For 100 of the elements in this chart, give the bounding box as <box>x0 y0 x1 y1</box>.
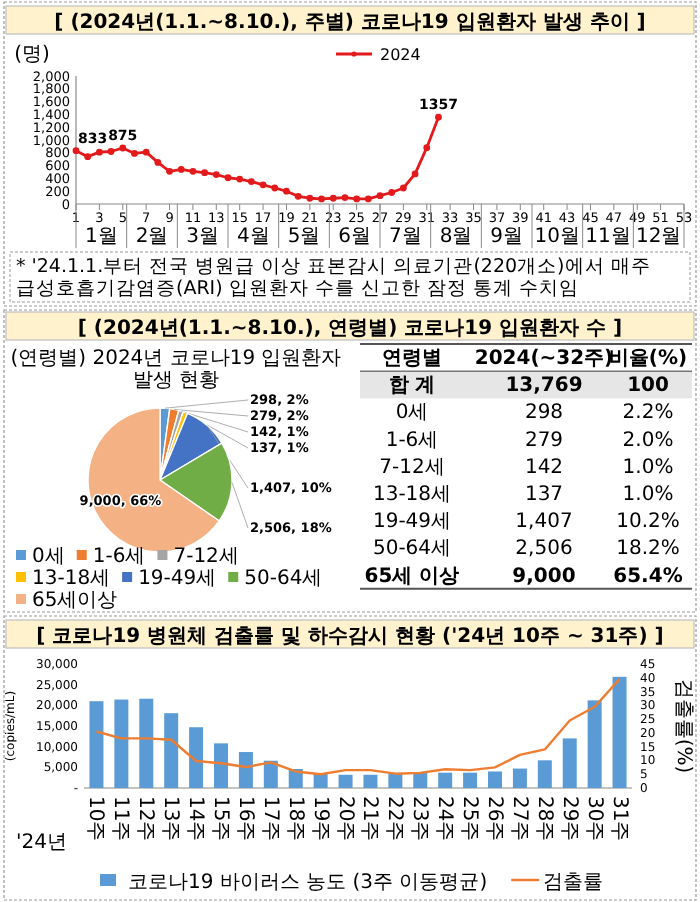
point <box>236 175 244 183</box>
x-tick-label: 28주 <box>532 796 555 842</box>
text: 2월 <box>135 226 169 248</box>
x-tick-label: 30주 <box>582 796 605 842</box>
point <box>224 174 232 182</box>
data-label: 279 <box>524 429 564 452</box>
point <box>353 195 361 203</box>
legend-label: 0세 <box>32 546 65 568</box>
x-tick-label: 11주 <box>109 796 132 842</box>
bar <box>189 727 204 788</box>
y-axis-title: (명) <box>14 44 50 66</box>
legend-label: 검출률 <box>543 872 604 894</box>
bar <box>114 699 129 788</box>
text: 4월 <box>236 226 270 248</box>
point <box>283 187 290 195</box>
data-label: 2,506 <box>515 538 573 561</box>
text: '24년 <box>16 832 67 854</box>
data-label: 65.4% <box>613 565 683 588</box>
point <box>84 153 92 161</box>
text: 9월 <box>490 226 524 248</box>
x-tick-label: 20주 <box>333 796 356 842</box>
point <box>95 148 103 156</box>
point <box>259 181 267 189</box>
data-label: 100 <box>627 375 669 398</box>
point <box>72 147 80 155</box>
legend-label: 코로나19 바이러스 농도 (3주 이동평균) <box>128 872 488 894</box>
category-label: 7-12세 <box>379 456 445 479</box>
chart-title: [ (2024년(1.1.~8.10.), 연령별) 코로나19 입원환자 수 ] <box>77 318 623 340</box>
bar <box>587 700 602 788</box>
legend-label: 13-18세 <box>32 568 111 590</box>
x-tick-label: 27주 <box>507 796 530 842</box>
bar <box>488 771 502 788</box>
bar <box>363 774 378 788</box>
legend-label: 2024 <box>380 46 421 64</box>
bar <box>263 760 278 788</box>
text: 1월 <box>84 226 118 248</box>
bar <box>338 774 353 788</box>
category-label: 0세 <box>395 402 429 425</box>
data-label: 18.2% <box>616 538 680 561</box>
point <box>411 170 419 178</box>
category-label: 50-64세 <box>372 538 452 561</box>
point <box>318 195 325 203</box>
category-label: 1-6세 <box>385 429 439 452</box>
x-tick-label: 24주 <box>433 796 456 842</box>
text: 10월 <box>534 226 581 248</box>
bar <box>238 752 253 788</box>
point <box>247 178 255 185</box>
bar <box>164 713 179 788</box>
legend-label: 19-49세 <box>138 568 217 590</box>
bar <box>512 768 527 788</box>
point <box>166 167 173 175</box>
point <box>201 169 209 177</box>
x-tick-label: 22주 <box>383 796 406 842</box>
x-tick-label: 13주 <box>159 796 182 842</box>
chart-title: [ 코로나19 병원체 검출률 및 하수감시 현황 ('24년 10주 ~ 31주) ] <box>36 626 664 648</box>
bar <box>388 773 403 788</box>
data-label: 10.2% <box>616 511 680 534</box>
text: 8월 <box>439 226 473 248</box>
legend-label: 1-6세 <box>92 546 146 568</box>
x-tick-label: 12주 <box>134 796 157 842</box>
point <box>107 148 115 155</box>
data-label: 13,769 <box>505 375 583 398</box>
data-label: 9,000 <box>512 565 576 588</box>
x-tick-label: 25주 <box>458 796 481 842</box>
text: 11월 <box>585 226 631 248</box>
x-tick-label: 26주 <box>483 796 505 842</box>
category-label: 합 계 <box>388 375 436 398</box>
point <box>376 192 384 200</box>
legend-label: 65세이상 <box>32 590 118 612</box>
data-label: 298 <box>524 402 564 425</box>
point <box>364 195 372 203</box>
bar <box>537 760 552 788</box>
point <box>423 144 431 152</box>
point <box>131 150 138 157</box>
x-tick-label: 23주 <box>408 796 431 842</box>
point <box>435 113 442 121</box>
y2-axis-title: 검출률(%) <box>672 678 694 774</box>
point <box>271 184 279 192</box>
legend-label: 7-12세 <box>173 546 239 568</box>
bar <box>438 772 453 788</box>
category-label: 19-49세 <box>372 511 452 534</box>
data-label: 2.2% <box>622 402 674 425</box>
data-label: 137 <box>524 484 564 506</box>
text: 3월 <box>186 226 220 248</box>
point <box>177 166 185 173</box>
x-tick-label: 14주 <box>184 796 207 842</box>
point <box>142 148 150 156</box>
data-label: 1.0% <box>622 484 674 506</box>
point <box>306 194 314 202</box>
x-tick-label: 15주 <box>209 796 231 842</box>
chart-title: [ (2024년(1.1.~8.10.), 주별) 코로나19 입원환자 발생 추이 ] <box>54 12 646 34</box>
data-label: 1,407 <box>515 511 573 534</box>
category-label: 13-18세 <box>372 484 452 506</box>
x-tick-label: 31주 <box>607 796 630 842</box>
bar <box>463 772 478 788</box>
legend-title: 연령별 <box>382 348 442 370</box>
x-tick-label: 16주 <box>233 796 256 842</box>
point <box>329 194 337 202</box>
text: 5월 <box>287 226 321 248</box>
bar <box>214 743 228 788</box>
